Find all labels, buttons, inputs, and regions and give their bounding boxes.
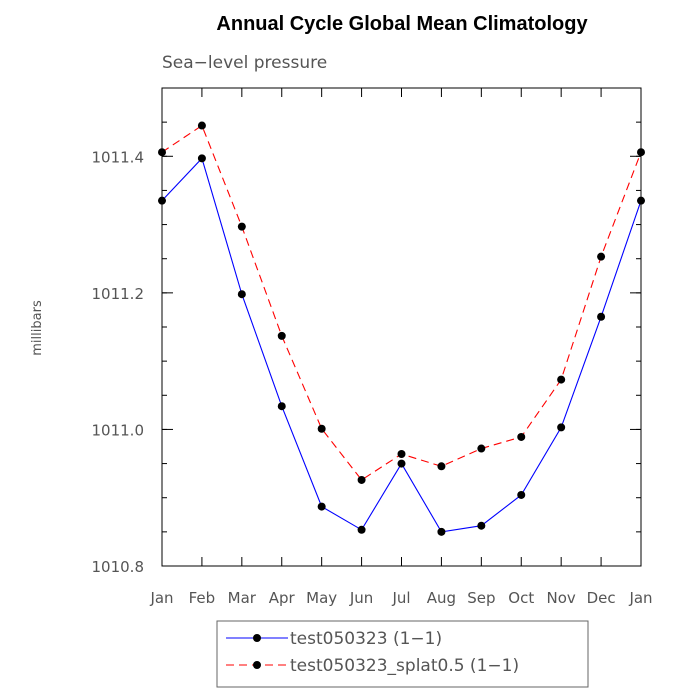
x-tick-label: Oct — [508, 589, 534, 607]
y-tick-label: 1010.8 — [92, 558, 145, 576]
series-2-point — [397, 450, 406, 459]
legend-label-series-1: test050323 (1−1) — [290, 629, 442, 649]
legend-label-series-2: test050323_splat0.5 (1−1) — [290, 656, 519, 676]
series-1-point — [557, 423, 566, 432]
series-1-point — [437, 527, 446, 536]
series-2-point — [197, 121, 206, 130]
legend-box — [216, 620, 589, 688]
series-2-point — [277, 331, 286, 340]
x-tick-label: Jan — [628, 589, 652, 607]
x-tick-label: Nov — [547, 589, 576, 607]
y-tick-label: 1011.4 — [92, 148, 145, 166]
x-tick-label: Dec — [587, 589, 616, 607]
series-2-point — [237, 222, 246, 231]
series-1-point — [397, 459, 406, 468]
series-1-point — [317, 502, 326, 511]
series-2-point — [357, 475, 366, 484]
y-axis-label: millibars — [30, 300, 45, 356]
legend-marker-series-2 — [253, 661, 261, 669]
x-tick-label: Jun — [349, 589, 373, 607]
legend-marker-series-1 — [253, 634, 261, 642]
series-2-point — [597, 252, 606, 261]
series-2-point — [517, 432, 526, 441]
series-1-point — [517, 490, 526, 499]
x-tick-label: Mar — [228, 589, 257, 607]
series-1-point — [197, 154, 206, 163]
plot-frame — [161, 87, 642, 567]
x-tick-label: Apr — [269, 589, 296, 607]
series-2-point — [557, 375, 566, 384]
x-tick-label: Jan — [149, 589, 173, 607]
y-tick-label: 1011.2 — [92, 285, 145, 303]
series-2-point — [477, 444, 486, 453]
series-2-point — [317, 424, 326, 433]
series-line-1 — [161, 157, 642, 533]
x-tick-label: Jul — [391, 589, 410, 607]
chart-title: Annual Cycle Global Mean Climatology — [216, 13, 588, 35]
series-2-point — [437, 462, 446, 471]
series-1-point — [477, 521, 486, 530]
legend: test050323 (1−1) test050323_splat0.5 (1−… — [216, 620, 589, 688]
x-tick-label: Feb — [189, 589, 216, 607]
series-1-point — [277, 402, 286, 411]
chart-subtitle: Sea−level pressure — [162, 53, 327, 73]
series-1-point — [357, 525, 366, 534]
series-line-2 — [161, 124, 642, 481]
series-1-point — [237, 290, 246, 299]
x-tick-label: May — [306, 589, 337, 607]
series-1-point — [597, 312, 606, 321]
x-tick-label: Sep — [467, 589, 495, 607]
x-tick-label: Aug — [427, 589, 456, 607]
y-tick-label: 1011.0 — [92, 421, 145, 439]
